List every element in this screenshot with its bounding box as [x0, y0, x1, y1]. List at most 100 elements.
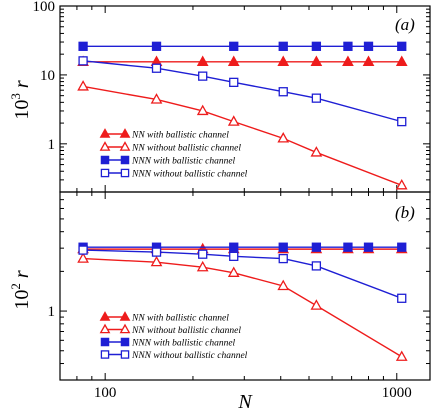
series-line — [83, 257, 403, 358]
series-2 — [77, 252, 408, 361]
data-point-triangle — [119, 141, 131, 151]
data-point-triangle — [342, 55, 354, 66]
data-point-triangle — [150, 93, 163, 104]
data-point-square — [278, 87, 288, 97]
data-point-triangle — [310, 299, 323, 310]
data-point-square — [311, 242, 322, 252]
data-point-triangle — [227, 266, 240, 277]
panel-b-tag: (b) — [395, 203, 415, 222]
data-point-triangle — [99, 128, 111, 138]
legend-entry: NN without ballistic channel — [131, 326, 241, 336]
series-line — [83, 249, 402, 299]
y-tick-label: 1 — [48, 137, 56, 153]
data-point-square — [363, 41, 374, 51]
panel-a-ylabel: 103 r — [8, 80, 33, 120]
y-tick-label: 1 — [48, 304, 56, 320]
data-point-square — [78, 41, 88, 51]
data-point-square — [278, 242, 288, 252]
data-point-triangle — [150, 255, 163, 267]
x-axis-label: N — [237, 391, 253, 413]
data-point-triangle — [119, 128, 131, 138]
data-point-square — [229, 77, 239, 88]
data-point-square — [100, 155, 110, 165]
legend-entry: NN without ballistic channel — [131, 144, 241, 154]
data-point-square — [151, 63, 162, 73]
data-point-square — [311, 93, 322, 103]
data-point-square — [198, 249, 208, 259]
series-1 — [77, 55, 408, 66]
panel-b: 1 100 1000 (b) 102 r NN with ballistic chan… — [8, 191, 431, 413]
legend-entry: NNN with ballistic channel — [131, 339, 236, 349]
panel-a-series — [77, 41, 408, 190]
data-point-triangle — [196, 260, 209, 272]
data-point-square — [397, 116, 407, 127]
data-point-square — [363, 242, 374, 252]
data-point-triangle — [196, 55, 209, 66]
data-point-triangle — [395, 350, 408, 361]
panel-a-legend: NN with ballistic channel NN without ball… — [99, 128, 248, 180]
series-2 — [77, 80, 408, 190]
data-point-square — [151, 247, 162, 257]
legend-entry: NNN without ballistic channel — [131, 351, 248, 361]
data-point-square — [120, 168, 130, 178]
y-tick-label: 10 — [40, 68, 55, 84]
data-point-triangle — [99, 141, 111, 151]
data-point-square — [397, 41, 407, 51]
data-point-square — [100, 168, 110, 178]
data-point-triangle — [277, 55, 290, 66]
data-point-triangle — [77, 80, 89, 91]
data-point-square — [120, 337, 130, 347]
data-point-triangle — [277, 279, 290, 291]
data-point-square — [78, 245, 88, 255]
data-point-triangle — [99, 311, 111, 321]
panel-b-ticks: 1 100 1000 — [48, 191, 430, 401]
data-point-square — [198, 71, 208, 81]
data-point-square — [311, 261, 322, 271]
data-point-square — [151, 41, 162, 51]
panel-a-ylabel-exp: 3 — [8, 93, 23, 100]
y-tick-label: 100 — [33, 0, 56, 15]
data-point-square — [343, 41, 353, 51]
series-3 — [78, 242, 407, 252]
panel-b-legend: NN with ballistic channel NN without ball… — [99, 311, 248, 361]
data-point-triangle — [119, 311, 131, 321]
data-point-square — [100, 337, 110, 347]
data-point-triangle — [310, 146, 323, 157]
panel-a-ticks: 1 10 100 — [33, 0, 430, 193]
data-point-triangle — [227, 115, 240, 126]
data-point-square — [278, 253, 288, 264]
panel-a-tag: (a) — [395, 15, 415, 34]
data-point-triangle — [362, 55, 375, 66]
data-point-square — [100, 350, 110, 359]
data-point-triangle — [99, 323, 111, 334]
data-point-square — [78, 56, 88, 66]
series-3 — [78, 41, 407, 51]
data-point-square — [229, 251, 239, 262]
data-point-triangle — [310, 55, 323, 66]
data-point-square — [120, 155, 130, 165]
data-point-square — [397, 293, 407, 303]
legend-entry: NN with ballistic channel — [131, 131, 229, 141]
panel-b-frame — [59, 191, 431, 381]
panel-b-ylabel: 102 r — [8, 270, 33, 310]
legend-entry: NN with ballistic channel — [131, 314, 229, 324]
series-4 — [78, 56, 407, 127]
series-4 — [78, 245, 407, 303]
data-point-triangle — [277, 132, 290, 143]
data-point-triangle — [395, 178, 408, 190]
legend-entry: NNN with ballistic channel — [131, 157, 236, 167]
data-point-triangle — [395, 55, 408, 66]
panel-a-frame — [59, 5, 431, 193]
legend-entry: NNN without ballistic channel — [131, 170, 248, 180]
panel-b-ylabel-exp: 2 — [8, 283, 23, 290]
data-point-triangle — [227, 55, 240, 66]
panel-b-ylabel-base: 10 — [11, 290, 33, 310]
data-point-square — [397, 242, 407, 252]
panel-a: 1 10 100 (a) 10 3 r NN with ballistic channe… — [8, 0, 431, 193]
svg-text:102r: 102 r — [8, 270, 33, 310]
panel-b-series — [77, 242, 408, 361]
data-point-square — [229, 242, 239, 252]
panel-a-ylabel-var: r — [11, 80, 33, 88]
x-tick-label: 100 — [94, 385, 117, 401]
